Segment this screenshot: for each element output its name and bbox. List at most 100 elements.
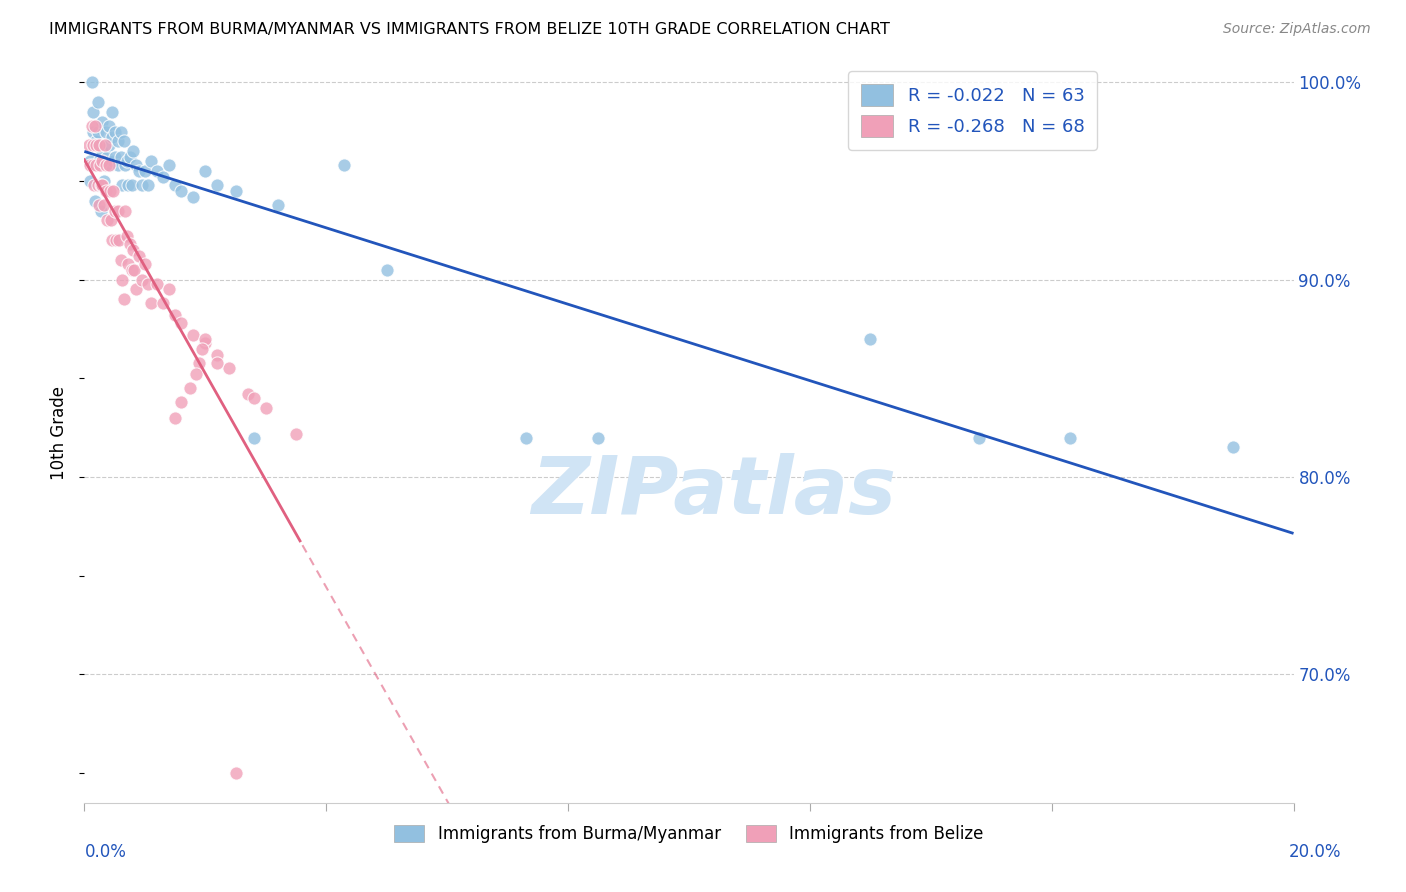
Point xyxy=(98,158,121,172)
Point xyxy=(285,426,308,441)
Point xyxy=(108,233,131,247)
Point xyxy=(194,335,217,350)
Point xyxy=(121,145,143,159)
Point xyxy=(94,184,117,198)
Point xyxy=(207,178,229,192)
Point xyxy=(86,135,108,149)
Point xyxy=(86,158,108,172)
Point xyxy=(104,203,127,218)
Point xyxy=(89,154,111,169)
Y-axis label: 10th Grade: 10th Grade xyxy=(51,385,69,480)
Point xyxy=(194,332,217,346)
Point xyxy=(111,178,134,192)
Point xyxy=(170,316,193,330)
Point xyxy=(110,150,132,164)
Point xyxy=(165,178,187,192)
Legend: Immigrants from Burma/Myanmar, Immigrants from Belize: Immigrants from Burma/Myanmar, Immigrant… xyxy=(388,819,990,850)
Point xyxy=(134,257,156,271)
Point xyxy=(157,158,180,172)
Point xyxy=(79,158,101,172)
Point xyxy=(191,342,214,356)
Point xyxy=(121,243,143,257)
Point xyxy=(254,401,277,415)
Point xyxy=(107,135,129,149)
Text: Source: ZipAtlas.com: Source: ZipAtlas.com xyxy=(1223,22,1371,37)
Point xyxy=(93,197,115,211)
Point xyxy=(98,184,121,198)
Point xyxy=(82,104,104,119)
Point xyxy=(94,158,117,172)
Point xyxy=(107,158,129,172)
Point xyxy=(91,145,114,159)
Point xyxy=(79,154,101,169)
Point xyxy=(152,169,174,184)
Point xyxy=(117,257,139,271)
Point xyxy=(110,124,132,138)
Point xyxy=(97,119,120,133)
Point xyxy=(91,178,114,192)
Point xyxy=(80,75,103,89)
Point xyxy=(82,158,104,172)
Point xyxy=(134,164,156,178)
Point xyxy=(89,158,111,172)
Point xyxy=(1059,431,1081,445)
Point xyxy=(225,766,247,780)
Point xyxy=(1222,441,1244,455)
Point xyxy=(84,119,107,133)
Point xyxy=(90,178,112,192)
Point xyxy=(86,95,108,109)
Point xyxy=(86,138,108,153)
Point xyxy=(125,283,148,297)
Point xyxy=(131,178,153,192)
Point xyxy=(82,138,104,153)
Text: 20.0%: 20.0% xyxy=(1288,843,1341,861)
Point xyxy=(91,114,114,128)
Point xyxy=(128,249,150,263)
Point xyxy=(97,138,120,153)
Point xyxy=(107,203,129,218)
Point xyxy=(967,431,990,445)
Point xyxy=(77,138,100,153)
Point xyxy=(152,296,174,310)
Point xyxy=(118,150,141,164)
Point xyxy=(96,150,118,164)
Point xyxy=(267,197,290,211)
Point xyxy=(121,178,143,192)
Point xyxy=(93,154,115,169)
Point xyxy=(122,262,145,277)
Point xyxy=(136,178,159,192)
Point xyxy=(157,283,180,297)
Point xyxy=(859,332,882,346)
Point xyxy=(179,381,201,395)
Point xyxy=(188,355,211,369)
Point xyxy=(236,387,259,401)
Point xyxy=(91,154,114,169)
Point xyxy=(225,184,247,198)
Point xyxy=(117,178,139,192)
Point xyxy=(94,124,117,138)
Point xyxy=(84,194,107,208)
Point xyxy=(94,138,117,153)
Point xyxy=(207,355,229,369)
Point xyxy=(128,164,150,178)
Point xyxy=(139,154,162,169)
Point xyxy=(118,237,141,252)
Point xyxy=(139,296,162,310)
Point xyxy=(515,431,537,445)
Point xyxy=(131,272,153,286)
Point xyxy=(146,164,169,178)
Point xyxy=(186,368,208,382)
Point xyxy=(115,154,138,169)
Point xyxy=(207,348,229,362)
Point xyxy=(194,164,217,178)
Point xyxy=(103,154,125,169)
Point xyxy=(110,252,132,267)
Point xyxy=(242,431,264,445)
Point xyxy=(242,391,264,405)
Point xyxy=(333,158,356,172)
Point xyxy=(100,213,122,227)
Point xyxy=(100,104,122,119)
Point xyxy=(170,395,193,409)
Point xyxy=(115,229,138,244)
Point xyxy=(181,327,204,342)
